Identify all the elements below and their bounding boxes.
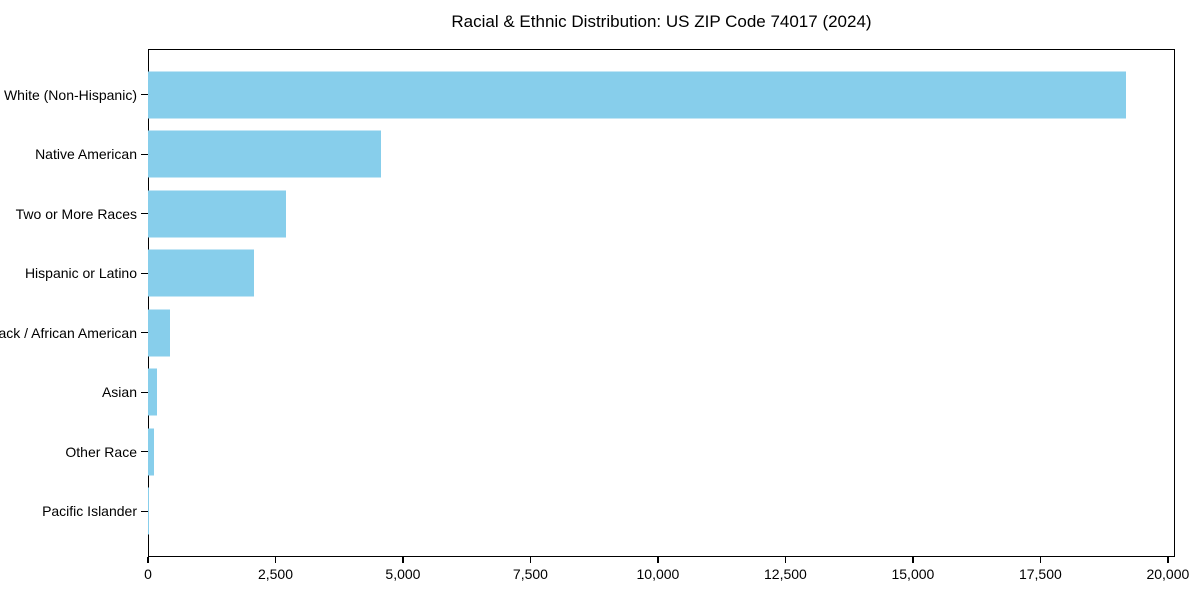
x-tick-label: 15,000	[891, 566, 935, 582]
y-tick-label: Asian	[101, 384, 137, 401]
chart-title: Racial & Ethnic Distribution: US ZIP Cod…	[451, 12, 872, 31]
x-axis-tick	[912, 557, 914, 563]
x-axis-tick	[657, 557, 659, 563]
x-axis-tick	[147, 557, 149, 563]
bar	[148, 190, 287, 238]
x-tick-label: 20,000	[1146, 566, 1190, 582]
y-axis-tick	[141, 332, 148, 334]
x-tick-label: 2,500	[257, 566, 293, 582]
x-tick-label: 17,500	[1018, 566, 1062, 582]
x-tick-label: 7,500	[512, 566, 548, 582]
y-tick-label: Other Race	[65, 443, 137, 460]
y-axis-tick	[141, 510, 148, 512]
x-axis-tick	[1039, 557, 1042, 563]
y-tick-label: Black / African American	[0, 324, 137, 341]
bar-row	[148, 422, 1175, 482]
bar	[148, 71, 1127, 119]
y-axis-tick	[141, 451, 148, 453]
y-axis-tick	[141, 391, 148, 393]
x-axis-tick	[274, 557, 277, 563]
x-tick-label: 12,500	[763, 566, 807, 582]
bar-row	[148, 363, 1175, 423]
bar-row	[148, 303, 1175, 363]
x-tick-label: 0	[144, 566, 152, 582]
y-tick-label: Native American	[35, 146, 137, 163]
x-axis-tick	[1167, 557, 1169, 563]
y-axis-tick	[141, 153, 148, 155]
bars-container	[148, 49, 1175, 557]
bar	[148, 130, 381, 178]
x-axis-tick	[784, 557, 787, 563]
bar	[148, 487, 149, 535]
x-axis-tick	[529, 557, 532, 563]
y-axis-tick	[141, 94, 148, 96]
y-tick-label: Pacific Islander	[42, 503, 137, 520]
y-axis-tick	[141, 272, 148, 274]
y-tick-label: Hispanic or Latino	[24, 265, 137, 282]
x-tick-label: 10,000	[636, 566, 680, 582]
bar	[148, 368, 158, 416]
bar-row	[148, 184, 1175, 244]
x-axis-tick	[402, 557, 404, 563]
y-axis-tick	[141, 213, 148, 215]
bar	[148, 249, 254, 297]
bar-row	[148, 482, 1175, 542]
bar-row	[148, 125, 1175, 185]
bar-row	[148, 65, 1175, 125]
bar-row	[148, 244, 1175, 304]
y-tick-label: Two or More Races	[15, 205, 137, 222]
y-tick-label: White (Non-Hispanic)	[3, 86, 137, 103]
bar	[148, 428, 154, 476]
x-tick-label: 5,000	[385, 566, 421, 582]
plot-frame	[148, 49, 1175, 557]
bar	[148, 309, 171, 357]
plot-area: White (Non-Hispanic) Native American Two o…	[0, 49, 1189, 582]
